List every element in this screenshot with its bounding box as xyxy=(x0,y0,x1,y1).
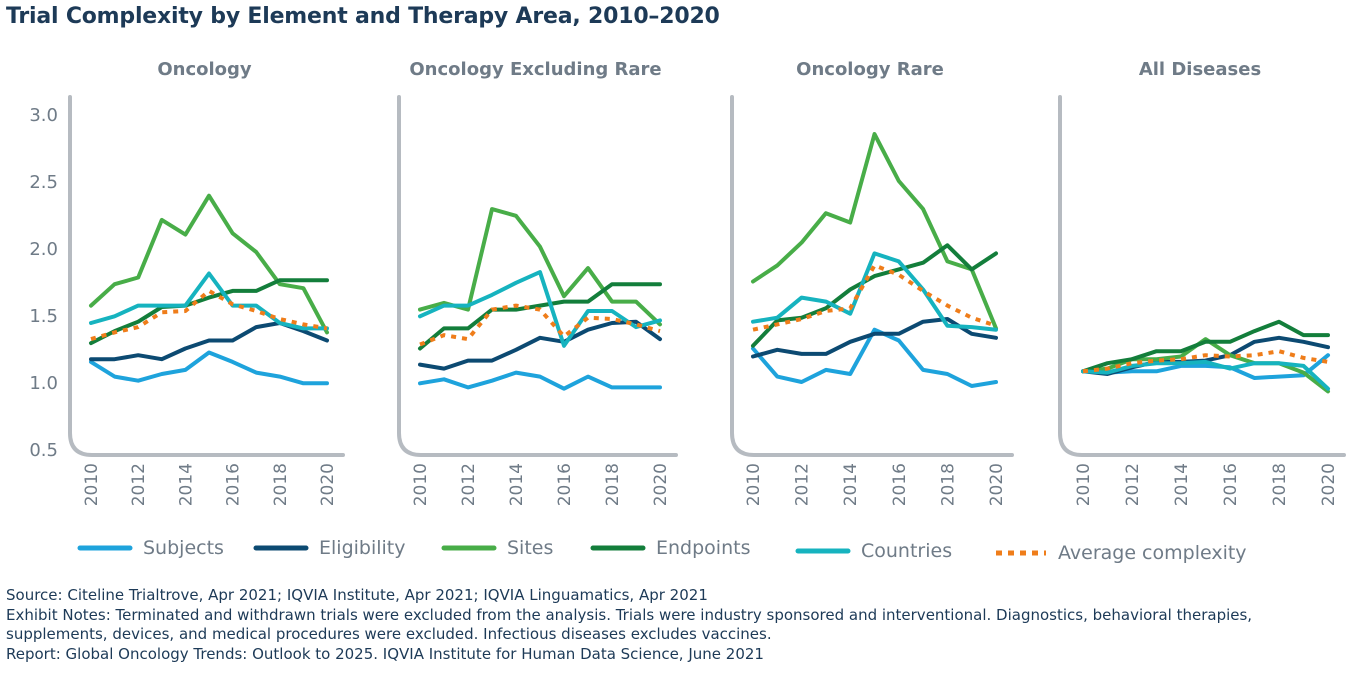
panel-axis xyxy=(730,95,1014,457)
x-tick-label: 2018 xyxy=(603,463,623,506)
series-line-sites xyxy=(751,132,998,331)
footnotes: Source: Citeline Trialtrove, Apr 2021; I… xyxy=(6,586,1326,664)
panel-title: Oncology Rare xyxy=(796,59,944,80)
y-tick-label: 3.0 xyxy=(29,105,58,126)
series-line-endpoints xyxy=(418,282,662,351)
series-line-subjects xyxy=(418,370,662,391)
y-tick-label: 1.0 xyxy=(29,373,58,394)
x-tick-label: 2016 xyxy=(1221,463,1241,506)
x-tick-label: 2020 xyxy=(318,463,338,506)
panel-title: Oncology xyxy=(157,59,252,80)
x-tick-label: 2018 xyxy=(271,463,291,506)
y-tick-label: 1.5 xyxy=(29,306,58,327)
report-note: Report: Global Oncology Trends: Outlook … xyxy=(6,644,764,663)
x-tick-label: 2014 xyxy=(507,463,527,506)
chart-area: 3.0 2.5 2.0 1.5 1.0 0.5 Oncology 2010 2012 2014 20… xyxy=(29,59,1346,564)
series-line-countries xyxy=(418,270,662,348)
y-tick-label: 2.0 xyxy=(29,239,58,260)
legend-label-sites: Sites xyxy=(507,537,553,559)
series-line-countries xyxy=(751,251,998,332)
panel-title: Oncology Excluding Rare xyxy=(409,59,661,80)
x-tick-label: 2010 xyxy=(1074,463,1094,506)
x-tick-label: 2010 xyxy=(744,463,764,506)
x-tick-label: 2016 xyxy=(890,463,910,506)
series-line-countries xyxy=(1081,359,1330,391)
legend-label-eligibility: Eligibility xyxy=(319,537,406,559)
series-line-subjects xyxy=(1081,353,1330,380)
x-tick-label: 2018 xyxy=(938,463,958,506)
series-line-average xyxy=(1082,349,1329,374)
x-tick-label: 2012 xyxy=(1123,463,1143,506)
x-tick-label: 2010 xyxy=(82,463,102,506)
panel-axis xyxy=(1058,95,1346,457)
legend-label-average: Average complexity xyxy=(1058,542,1247,564)
x-tick-label: 2016 xyxy=(224,463,244,506)
series-line-endpoints xyxy=(89,278,329,346)
legend-label-endpoints: Endpoints xyxy=(656,537,750,559)
series-line-endpoints xyxy=(751,243,998,348)
series-line-sites xyxy=(89,193,329,335)
series-line-countries xyxy=(89,271,329,331)
y-tick-label: 2.5 xyxy=(29,172,58,193)
panel-axis xyxy=(397,95,678,457)
x-tick-label: 2012 xyxy=(793,463,813,506)
chart-title: Trial Complexity by Element and Therapy … xyxy=(6,4,720,29)
series-line-eligibility xyxy=(751,317,998,359)
x-tick-label: 2014 xyxy=(841,463,861,506)
panel-title: All Diseases xyxy=(1139,59,1261,80)
x-tick-label: 2018 xyxy=(1270,463,1290,506)
legend-label-countries: Countries xyxy=(861,540,952,562)
x-tick-label: 2010 xyxy=(411,463,431,506)
series-line-average xyxy=(419,303,661,347)
panel-axis xyxy=(68,95,345,457)
x-tick-label: 2020 xyxy=(987,463,1007,506)
series-line-subjects xyxy=(89,350,329,386)
source-note: Source: Citeline Trialtrove, Apr 2021; I… xyxy=(6,586,708,604)
series-line-subjects xyxy=(751,327,998,388)
x-tick-label: 2012 xyxy=(129,463,149,506)
exhibit-notes: Exhibit Notes: Terminated and withdrawn … xyxy=(6,605,1253,644)
legend-label-subjects: Subjects xyxy=(143,537,224,559)
x-tick-label: 2020 xyxy=(1319,463,1339,506)
series-line-endpoints xyxy=(1081,319,1330,374)
x-tick-label: 2016 xyxy=(555,463,575,506)
x-tick-label: 2014 xyxy=(1172,463,1192,506)
y-tick-label: 0.5 xyxy=(29,440,58,461)
x-tick-label: 2012 xyxy=(459,463,479,506)
x-tick-label: 2020 xyxy=(651,463,671,506)
x-tick-label: 2014 xyxy=(176,463,196,506)
